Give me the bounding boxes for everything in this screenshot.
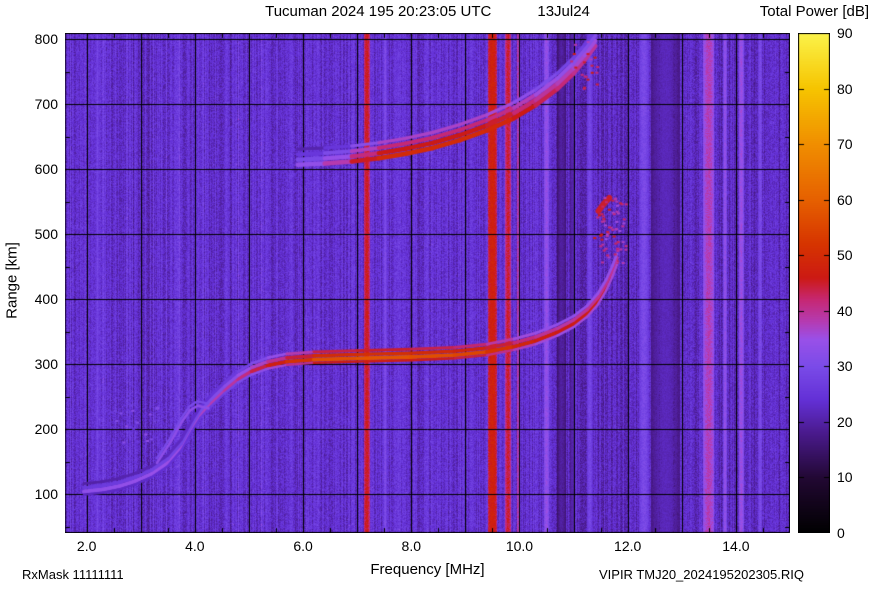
- y-tick-label: 300: [34, 356, 58, 373]
- colorbar-tick-label: 40: [837, 302, 853, 319]
- x-tick-label: 12.0: [614, 538, 642, 554]
- x-axis-label: Frequency [MHz]: [370, 561, 485, 578]
- title-date: 13Jul24: [537, 3, 590, 20]
- ionogram-heatmap: [65, 33, 790, 533]
- chart-title: Tucuman 2024 195 20:23:05 UTC 13Jul24: [65, 3, 790, 20]
- x-tick-label: 2.0: [76, 538, 97, 554]
- colorbar-tick-label: 60: [837, 191, 853, 208]
- colorbar-tick-label: 50: [837, 247, 853, 264]
- colorbar-tick-label: 30: [837, 358, 853, 375]
- file-id-text: VIPIR TMJ20_2024195202305.RIQ: [598, 567, 804, 582]
- title-main: Tucuman 2024 195 20:23:05 UTC: [265, 3, 492, 20]
- x-tick-label: 4.0: [185, 538, 205, 554]
- x-tick-label: 6.0: [293, 538, 313, 554]
- y-tick-label: 800: [34, 31, 58, 48]
- x-tick-label: 8.0: [401, 538, 421, 554]
- y-tick-label: 200: [34, 421, 58, 438]
- colorbar-tick-label: 0: [837, 525, 845, 541]
- colorbar-title: Total Power [dB]: [759, 3, 869, 20]
- y-tick-label: 600: [34, 161, 58, 178]
- rxmask-text: RxMask 11111111: [22, 567, 124, 582]
- y-tick-label: 500: [34, 226, 58, 243]
- x-tick-label: 14.0: [722, 538, 750, 554]
- colorbar: [798, 33, 830, 533]
- colorbar-tick-label: 10: [837, 469, 853, 486]
- colorbar-tick-label: 70: [837, 136, 853, 153]
- colorbar-tick-label: 80: [837, 80, 853, 97]
- y-tick-label: 700: [34, 96, 58, 113]
- y-tick-label: 100: [34, 486, 58, 503]
- colorbar-tick-label: 90: [837, 25, 853, 41]
- y-tick-label: 400: [34, 291, 58, 308]
- colorbar-tick-label: 20: [837, 413, 853, 430]
- x-tick-label: 10.0: [505, 538, 534, 554]
